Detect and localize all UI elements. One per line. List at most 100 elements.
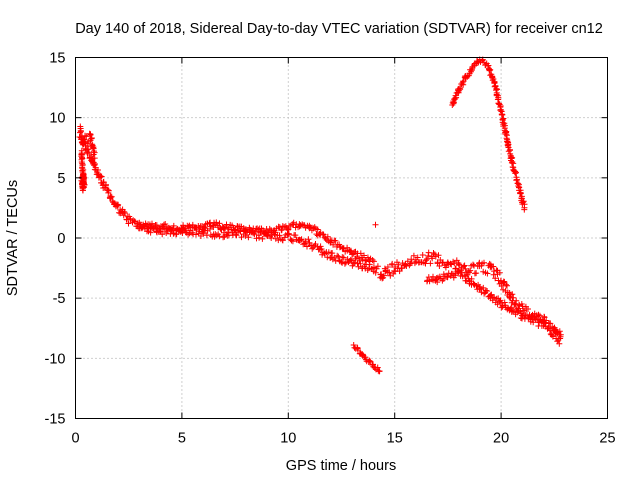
data-point [427,260,434,267]
data-point [487,66,494,73]
data-point [292,232,299,239]
data-point [361,252,367,259]
data-point [517,308,524,315]
data-point [329,250,336,257]
data-point [490,76,497,82]
data-point [480,284,487,291]
data-point [305,236,312,243]
data-point [436,263,443,269]
data-point [444,273,451,280]
data-point [492,82,499,89]
data-point [265,229,272,236]
data-point [125,220,132,227]
data-point [505,148,512,155]
data-point [189,221,196,228]
data-point [85,146,92,153]
data-point [462,75,469,82]
data-point [367,358,374,365]
data-point [432,253,439,260]
data-point [501,299,508,306]
x-tick-label: 5 [178,431,186,447]
data-point [403,263,410,269]
data-point [500,115,507,122]
data-point [366,357,373,364]
data-point [91,149,98,156]
y-tick-label: 10 [49,111,65,127]
grid-lines [75,57,608,419]
data-point [549,333,556,340]
data-point [458,269,465,276]
data-point [470,261,476,268]
data-point [91,155,98,162]
data-point [147,229,154,236]
data-point [369,257,376,263]
data-point [461,262,468,269]
data-point [347,256,354,263]
data-point [145,221,152,228]
data-point [108,193,115,200]
data-point [170,222,177,229]
data-point [481,259,487,266]
data-point [98,173,105,180]
data-point [319,231,326,238]
data-point [341,260,348,267]
data-point [521,201,528,208]
y-axis-label: SDTVAR / TECUs [5,180,21,296]
data-point [513,176,520,183]
data-point [435,252,442,259]
data-point [348,247,354,254]
data-point [389,260,396,267]
data-point [86,149,92,156]
data-point [82,132,88,139]
y-tick-label: -5 [53,291,66,307]
data-point [320,231,327,238]
data-point [102,182,109,189]
data-point [253,235,260,242]
data-point [259,235,266,242]
data-point [350,342,357,348]
x-axis-tick-labels: 0 5 10 15 20 25 [71,431,615,447]
data-point [290,219,297,226]
data-point [288,237,295,244]
data-point [481,290,488,297]
data-point [536,312,543,319]
data-point [149,220,155,227]
data-point [442,264,449,271]
x-tick-label: 20 [493,431,509,447]
data-point [381,272,387,279]
y-tick-label: -15 [45,412,66,428]
y-tick-label: -10 [45,351,66,367]
data-point [541,314,548,321]
data-point [216,220,223,227]
data-point [200,224,207,231]
x-tick-label: 25 [599,431,615,447]
data-point [468,275,475,282]
data-point [520,198,527,205]
axis-ticks [75,57,608,419]
data-point [355,347,361,353]
data-point [160,221,167,228]
data-point [162,221,169,227]
y-tick-label: 15 [49,51,65,67]
data-point [251,229,258,236]
data-point [97,172,104,179]
data-point [410,252,417,259]
data-points [76,56,564,375]
data-point [414,254,421,261]
data-point [153,222,160,229]
data-point [384,264,391,270]
data-point [207,226,213,232]
data-point [298,236,305,243]
data-point [509,291,516,298]
y-tick-label: 0 [57,231,65,247]
data-point [496,269,503,276]
data-point [231,227,238,234]
data-point [83,133,90,140]
data-point [492,275,499,282]
data-point [225,226,232,233]
data-point [115,201,122,208]
data-point [493,89,500,96]
data-point [484,288,491,294]
data-point [557,335,564,342]
data-point [105,187,112,194]
